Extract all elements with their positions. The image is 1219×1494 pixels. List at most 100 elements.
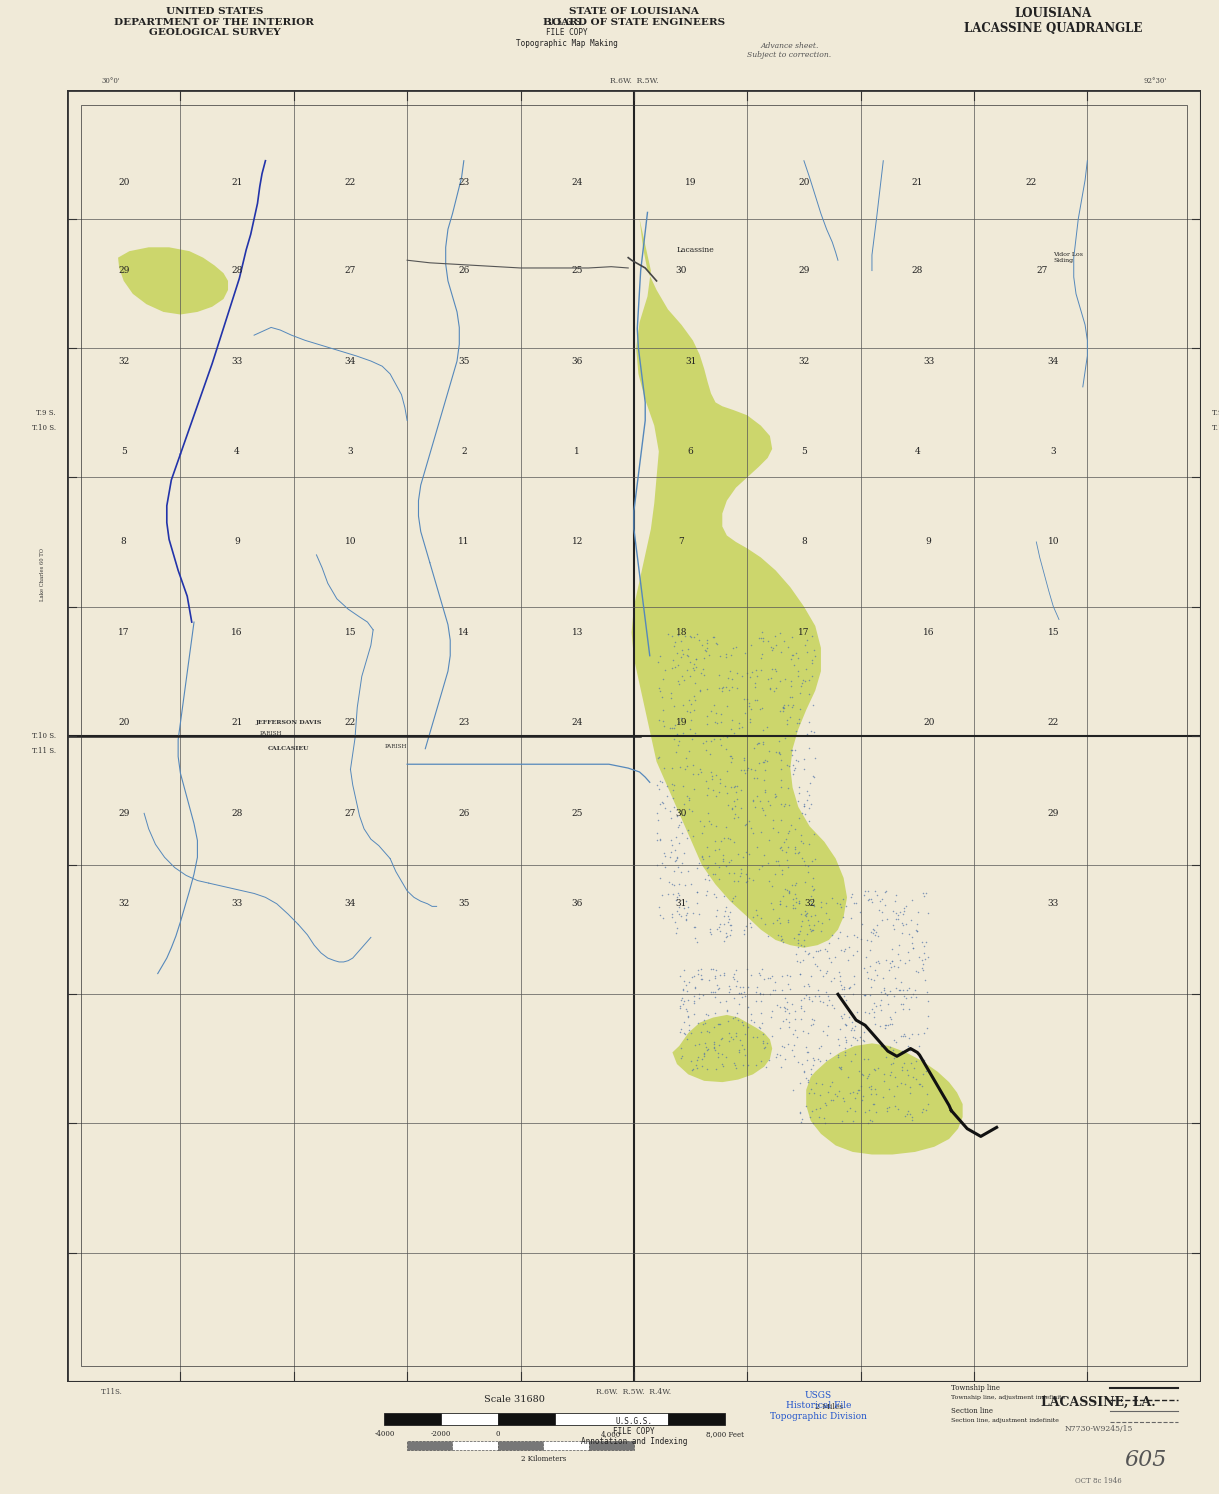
Text: 35: 35: [458, 899, 469, 908]
Point: [855, 1020, 874, 1044]
Point: [831, 1058, 851, 1082]
Text: 21: 21: [232, 719, 243, 728]
Point: [796, 902, 816, 926]
Point: [709, 855, 729, 878]
Point: [865, 923, 885, 947]
Point: [714, 911, 734, 935]
Point: [800, 917, 819, 941]
Point: [856, 1100, 875, 1123]
Point: [794, 1019, 813, 1043]
Point: [753, 982, 773, 1005]
Text: 4: 4: [914, 447, 920, 456]
Text: 19: 19: [675, 719, 688, 728]
Point: [708, 977, 728, 1001]
Point: [662, 716, 681, 740]
Point: [811, 958, 830, 982]
Point: [780, 1014, 800, 1038]
Point: [734, 846, 753, 870]
Point: [750, 626, 769, 650]
Point: [783, 738, 802, 762]
Point: [725, 793, 745, 817]
Point: [883, 949, 902, 973]
Point: [780, 880, 800, 904]
Point: [670, 1019, 690, 1043]
Point: [703, 980, 723, 1004]
Point: [661, 846, 680, 870]
Point: [859, 887, 879, 911]
Point: [795, 1059, 814, 1083]
Point: [759, 870, 779, 893]
Point: [758, 748, 778, 772]
Point: [729, 992, 748, 1016]
Point: [834, 977, 853, 1001]
Point: [764, 636, 784, 660]
Point: [831, 1004, 851, 1028]
Point: [700, 1020, 719, 1044]
Text: 1: 1: [574, 447, 580, 456]
Point: [750, 731, 769, 754]
Point: [684, 825, 703, 849]
Point: [679, 1017, 698, 1041]
Point: [679, 970, 698, 994]
Point: [688, 931, 707, 955]
Point: [731, 980, 751, 1004]
Point: [686, 1032, 706, 1056]
Point: [858, 1065, 878, 1089]
Point: [709, 867, 729, 890]
Text: Township line, adjustment indefinite: Township line, adjustment indefinite: [951, 1395, 1065, 1400]
Point: [724, 965, 744, 989]
Point: [663, 778, 683, 802]
Text: UNITED STATES
DEPARTMENT OF THE INTERIOR
GEOLOGICAL SURVEY: UNITED STATES DEPARTMENT OF THE INTERIOR…: [115, 7, 315, 37]
Point: [662, 834, 681, 858]
Point: [708, 976, 728, 999]
Point: [773, 931, 792, 955]
Point: [797, 722, 817, 746]
Point: [752, 958, 772, 982]
Point: [672, 1046, 691, 1070]
Point: [864, 917, 884, 941]
Point: [673, 722, 692, 746]
Point: [656, 844, 675, 868]
Point: [753, 626, 773, 650]
Point: [670, 754, 690, 778]
Point: [703, 1016, 723, 1040]
Point: [730, 974, 750, 998]
Point: [677, 996, 696, 1020]
Text: 29: 29: [118, 808, 129, 817]
Point: [803, 1053, 823, 1077]
Point: [867, 995, 886, 1019]
Point: [667, 846, 686, 870]
Point: [698, 775, 718, 799]
Point: [713, 847, 733, 871]
Point: [855, 983, 874, 1007]
Point: [778, 835, 797, 859]
Point: [784, 642, 803, 666]
Point: [861, 1109, 880, 1132]
Point: [756, 748, 775, 772]
Point: [780, 705, 800, 729]
Point: [787, 922, 807, 946]
Point: [698, 864, 718, 887]
Point: [701, 811, 720, 835]
Point: [853, 1088, 873, 1112]
Point: [886, 1031, 906, 1055]
Point: [817, 961, 836, 985]
Point: [876, 949, 896, 973]
Point: [785, 896, 805, 920]
Point: [686, 1053, 706, 1077]
Point: [680, 717, 700, 741]
Point: [650, 902, 669, 926]
Text: U.S.G.S.
FILE COPY
Topographic Map Making: U.S.G.S. FILE COPY Topographic Map Makin…: [516, 18, 618, 48]
Point: [684, 914, 703, 938]
Point: [795, 974, 814, 998]
Point: [703, 862, 723, 886]
Point: [847, 1080, 867, 1104]
Point: [767, 659, 786, 683]
Point: [724, 722, 744, 746]
Point: [753, 629, 773, 653]
Text: 25: 25: [572, 266, 583, 275]
Point: [746, 671, 766, 695]
Point: [692, 633, 712, 657]
Point: [678, 999, 697, 1023]
Point: [855, 1047, 874, 1071]
